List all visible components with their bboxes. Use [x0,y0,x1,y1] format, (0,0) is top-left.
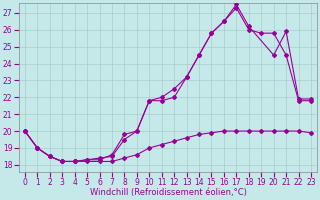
X-axis label: Windchill (Refroidissement éolien,°C): Windchill (Refroidissement éolien,°C) [90,188,246,197]
